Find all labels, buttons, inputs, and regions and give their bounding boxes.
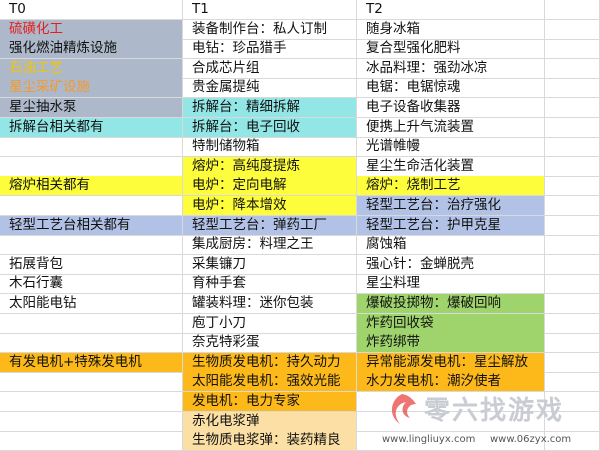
empty-cell (545, 313, 600, 334)
cell: 装备制作台：私人订制 (183, 19, 357, 40)
cell: 熔炉：高纯度提炼 (183, 156, 357, 177)
empty-cell (545, 235, 600, 256)
cell: 集成厨房：料理之王 (183, 235, 357, 256)
empty-cell (545, 58, 600, 79)
cell: 强心针：金蝉脱壳 (357, 254, 545, 275)
cell: 庖丁小刀 (183, 313, 357, 334)
cell: 炸药绑带 (357, 333, 545, 354)
empty-cell (545, 176, 600, 197)
cell: 星尘料理 (357, 274, 545, 295)
cell: 便携上升气流装置 (357, 117, 545, 138)
empty-cell (0, 372, 183, 393)
empty-cell (0, 313, 183, 334)
cell: T0 (0, 0, 183, 21)
empty-cell (545, 294, 600, 315)
cell: T1 (183, 0, 357, 21)
empty-cell (0, 196, 183, 217)
cell: 熔炉相关都有 (0, 176, 183, 197)
cell: 强化燃油精炼设施 (0, 39, 183, 60)
cell: 轻型工艺台：弹药工厂 (183, 215, 357, 236)
cell: 拓展背包 (0, 254, 183, 275)
cell: 炸药回收袋 (357, 313, 545, 334)
empty-cell (545, 19, 600, 40)
cell: 发电机：电力专家 (183, 392, 357, 413)
cell: 合成芯片组 (183, 58, 357, 79)
empty-cell (0, 411, 183, 432)
cell: 拆解台：电子回收 (183, 117, 357, 138)
cell: 星尘抽水泵 (0, 98, 183, 119)
watermark-url: www.06zyx.com (490, 434, 572, 445)
cell: 电子设备收集器 (357, 98, 545, 119)
cell: 复合型强化肥料 (357, 39, 545, 60)
empty-cell (545, 137, 600, 158)
empty-cell (545, 98, 600, 119)
cell: T2 (357, 0, 545, 21)
watermark: 零六找游戏 www.lingliuyx.com www.06zyx.com (380, 390, 595, 450)
cell: 拆解台相关都有 (0, 117, 183, 138)
cell: 太阳能电钻 (0, 294, 183, 315)
cell: 生物质发电机：持久动力 (183, 352, 357, 373)
empty-cell (545, 0, 600, 21)
empty-cell (545, 156, 600, 177)
cell: 奈克特彩蛋 (183, 333, 357, 354)
empty-cell (0, 156, 183, 177)
cell: 采集镰刀 (183, 254, 357, 275)
cell: 光谱帷幔 (357, 137, 545, 158)
cell: 星尘生命活化装置 (357, 156, 545, 177)
cell: 水力发电机：潮汐使者 (357, 372, 545, 393)
empty-cell (545, 352, 600, 373)
cell: 育种手套 (183, 274, 357, 295)
watermark-logo: 零六找游戏 (424, 396, 565, 426)
logo-icon (391, 394, 416, 424)
empty-cell (357, 392, 545, 413)
empty-cell (0, 333, 183, 354)
empty-cell (0, 392, 183, 413)
cell: 木石行囊 (0, 274, 183, 295)
empty-cell (545, 117, 600, 138)
empty-cell (545, 215, 600, 236)
cell: 腐蚀箱 (357, 235, 545, 256)
cell: 赤化电浆弹 (183, 411, 357, 432)
empty-cell (545, 196, 600, 217)
empty-cell (545, 39, 600, 60)
cell: 熔炉：烧制工艺 (357, 176, 545, 197)
cell: 电炉：定向电解 (183, 176, 357, 197)
cell: 石油工艺 (0, 58, 183, 79)
cell: 太阳能发电机：强效光能 (183, 372, 357, 393)
cell: 异常能源发电机：星尘解放 (357, 352, 545, 373)
empty-cell (545, 254, 600, 275)
empty-cell (357, 411, 545, 432)
watermark-url: www.lingliuyx.com (382, 434, 476, 445)
empty-cell (545, 78, 600, 99)
cell: 有发电机+特殊发电机 (0, 352, 183, 373)
cell: 轻型工艺台：护甲克星 (357, 215, 545, 236)
cell: 随身冰箱 (357, 19, 545, 40)
cell: 特制储物箱 (183, 137, 357, 158)
cell: 电锯：电锯惊魂 (357, 78, 545, 99)
cell: 冰品料理：强劲冰凉 (357, 58, 545, 79)
empty-cell (0, 137, 183, 158)
cell: 生物质电浆弹：装药精良 (183, 431, 357, 451)
empty-cell (545, 274, 600, 295)
empty-cell (545, 333, 600, 354)
cell: 贵金属提纯 (183, 78, 357, 99)
cell: 拆解台：精细拆解 (183, 98, 357, 119)
cell: 电钻：珍品猎手 (183, 39, 357, 60)
cell: 罐装料理：迷你包装 (183, 294, 357, 315)
cell: 电炉：降本增效 (183, 196, 357, 217)
cell: 轻型工艺台相关都有 (0, 215, 183, 236)
cell: 爆破投掷物：爆破回响 (357, 294, 545, 315)
empty-cell (0, 431, 183, 451)
empty-cell (0, 235, 183, 256)
cell: 硫磺化工 (0, 19, 183, 40)
cell: 星尘采矿设施 (0, 78, 183, 99)
cell: 轻型工艺台：治疗强化 (357, 196, 545, 217)
